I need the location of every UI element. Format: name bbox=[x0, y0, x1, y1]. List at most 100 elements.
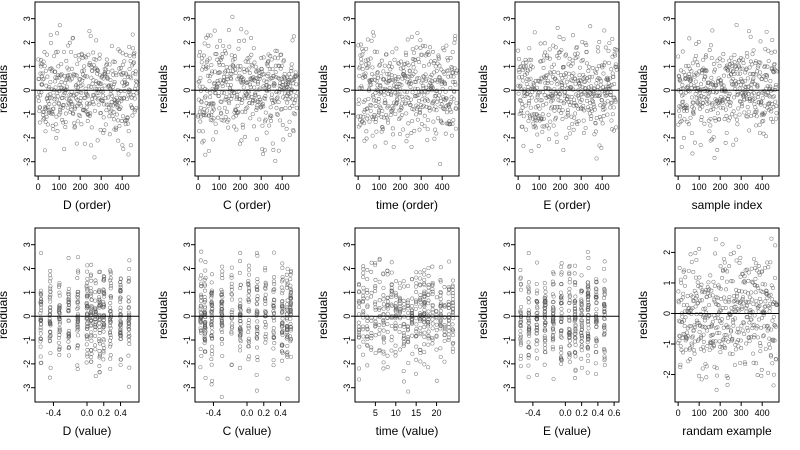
data-point bbox=[63, 80, 68, 85]
data-point bbox=[542, 334, 547, 339]
data-point bbox=[210, 69, 214, 74]
data-point bbox=[550, 325, 555, 330]
data-point bbox=[285, 343, 290, 348]
data-point bbox=[757, 60, 762, 65]
data-point bbox=[594, 295, 599, 300]
data-point bbox=[732, 60, 737, 65]
data-point bbox=[255, 276, 260, 281]
data-point bbox=[90, 100, 95, 105]
data-point bbox=[599, 63, 604, 68]
data-point bbox=[410, 277, 415, 282]
data-point bbox=[97, 290, 102, 295]
data-point bbox=[417, 127, 422, 132]
data-point bbox=[126, 152, 131, 157]
data-point bbox=[559, 328, 564, 333]
data-point bbox=[66, 43, 71, 48]
data-point bbox=[108, 278, 113, 283]
data-point bbox=[749, 266, 754, 271]
data-point bbox=[52, 97, 57, 102]
data-point bbox=[742, 79, 747, 84]
data-point bbox=[437, 89, 442, 94]
data-point bbox=[442, 332, 447, 337]
data-point bbox=[387, 78, 392, 83]
data-point bbox=[118, 357, 123, 362]
data-point bbox=[736, 307, 741, 312]
data-point bbox=[745, 300, 750, 305]
data-point bbox=[720, 276, 725, 280]
data-point bbox=[229, 275, 234, 280]
data-point bbox=[403, 61, 408, 66]
data-point bbox=[609, 101, 613, 106]
data-point bbox=[101, 322, 106, 327]
data-point bbox=[387, 71, 392, 76]
data-point bbox=[271, 358, 276, 363]
data-point bbox=[768, 78, 773, 83]
data-point bbox=[722, 89, 727, 94]
data-point bbox=[764, 29, 769, 34]
data-point bbox=[118, 283, 123, 288]
data-point bbox=[693, 296, 698, 301]
data-point bbox=[57, 307, 62, 312]
data-point bbox=[280, 305, 285, 310]
data-point bbox=[291, 129, 296, 134]
data-point bbox=[772, 62, 777, 67]
data-point bbox=[585, 345, 590, 350]
data-point bbox=[283, 106, 288, 111]
data-point bbox=[516, 91, 521, 96]
data-point bbox=[66, 305, 71, 310]
data-point bbox=[280, 358, 285, 363]
data-point bbox=[535, 304, 540, 309]
data-point bbox=[254, 68, 259, 73]
data-point bbox=[272, 318, 276, 323]
data-point bbox=[420, 43, 425, 48]
data-point bbox=[233, 67, 238, 72]
data-point bbox=[594, 277, 599, 282]
data-point bbox=[598, 82, 603, 87]
data-point bbox=[408, 79, 413, 84]
data-point bbox=[118, 319, 123, 324]
data-point bbox=[758, 60, 763, 65]
y-tick-label: 2 bbox=[502, 40, 512, 45]
data-point bbox=[402, 284, 407, 289]
data-point bbox=[709, 56, 714, 61]
data-point bbox=[591, 90, 596, 95]
data-point bbox=[559, 351, 564, 355]
data-point bbox=[209, 323, 214, 328]
data-point bbox=[389, 294, 394, 299]
data-point bbox=[757, 74, 762, 79]
data-point bbox=[567, 280, 572, 285]
data-point bbox=[274, 75, 279, 80]
data-point bbox=[523, 103, 528, 108]
data-point bbox=[527, 57, 532, 62]
data-point bbox=[586, 302, 591, 307]
data-point bbox=[288, 277, 293, 282]
data-point bbox=[454, 101, 459, 106]
data-point bbox=[550, 344, 555, 349]
data-point bbox=[130, 32, 135, 37]
data-point bbox=[108, 294, 113, 299]
data-point bbox=[540, 112, 545, 117]
data-point bbox=[760, 315, 764, 320]
data-point bbox=[554, 132, 559, 137]
data-point bbox=[690, 335, 694, 340]
data-point bbox=[76, 327, 81, 332]
data-point bbox=[220, 264, 225, 269]
data-point bbox=[279, 343, 284, 348]
data-point bbox=[735, 294, 739, 299]
data-point bbox=[371, 33, 376, 38]
x-axis-label: C (order) bbox=[223, 198, 271, 212]
data-point bbox=[255, 358, 260, 363]
data-point bbox=[612, 82, 617, 87]
data-point bbox=[212, 80, 217, 85]
data-point bbox=[125, 116, 130, 120]
data-point bbox=[519, 319, 523, 324]
data-point bbox=[369, 345, 374, 350]
x-tick-label: 300 bbox=[734, 182, 749, 192]
data-point bbox=[686, 268, 691, 273]
data-point bbox=[410, 317, 415, 322]
data-point bbox=[521, 94, 526, 99]
data-point bbox=[723, 346, 727, 350]
data-point bbox=[197, 109, 202, 114]
data-point bbox=[220, 337, 225, 342]
data-point bbox=[430, 321, 435, 326]
